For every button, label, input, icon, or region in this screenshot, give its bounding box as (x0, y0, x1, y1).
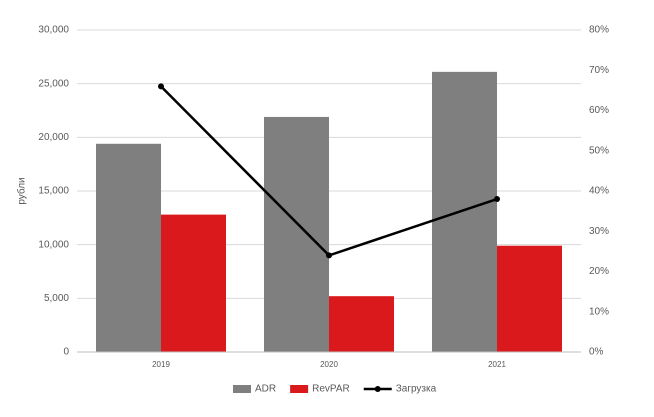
bar (329, 296, 394, 352)
x-tick-label: 2020 (320, 360, 338, 369)
legend-label: RevPAR (312, 384, 350, 395)
y2-tick-label: 80% (589, 25, 609, 36)
y2-tick-label: 40% (589, 186, 609, 197)
bar (161, 214, 226, 352)
bar (96, 143, 161, 352)
bar (497, 245, 562, 352)
line-marker (326, 252, 332, 259)
y-tick-label: 30,000 (38, 25, 69, 36)
y-tick-label: 15,000 (38, 186, 69, 197)
y-tick-label: 10,000 (38, 239, 69, 250)
line-marker (158, 83, 164, 90)
y2-tick-label: 0% (589, 347, 604, 358)
legend-marker (374, 386, 381, 392)
y-tick-label: 25,000 (38, 78, 69, 89)
y2-tick-label: 50% (589, 145, 609, 156)
y-tick-label: 20,000 (38, 132, 69, 143)
y2-tick-label: 30% (589, 226, 609, 237)
legend-swatch (290, 385, 309, 393)
y2-tick-label: 10% (589, 306, 609, 317)
bar (432, 71, 497, 353)
y2-tick-label: 20% (589, 266, 609, 277)
y-axis-title: рубли (16, 177, 28, 204)
y-tick-label: 5,000 (44, 293, 69, 304)
bar (264, 116, 329, 352)
legend-swatch (233, 385, 251, 393)
legend-label: Загрузка (396, 384, 437, 395)
legend-label: ADR (255, 384, 276, 395)
y-tick-label: 0 (63, 347, 69, 358)
x-tick-label: 2021 (488, 360, 506, 369)
line-marker (494, 196, 500, 203)
x-tick-label: 2019 (152, 360, 170, 369)
y2-tick-label: 70% (589, 65, 609, 76)
y2-tick-label: 60% (589, 105, 609, 116)
